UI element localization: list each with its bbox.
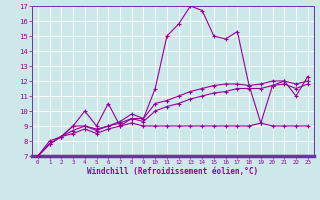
X-axis label: Windchill (Refroidissement éolien,°C): Windchill (Refroidissement éolien,°C) (87, 167, 258, 176)
